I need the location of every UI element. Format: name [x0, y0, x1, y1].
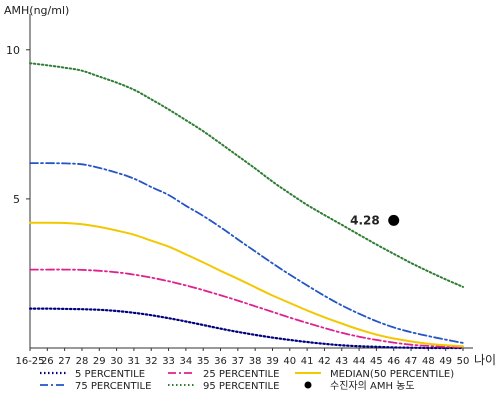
x-tick-label: 33 — [162, 356, 175, 367]
legend-label: 5 PERCENTILE — [75, 369, 145, 380]
x-tick-label: 38 — [249, 356, 262, 367]
x-axis-label: 나이 — [474, 353, 496, 367]
x-tick-label: 34 — [180, 356, 193, 367]
x-tick-label: 28 — [76, 356, 89, 367]
x-tick-label: 43 — [335, 356, 348, 367]
x-tick-label: 36 — [214, 356, 227, 367]
x-tick-label: 49 — [439, 356, 452, 367]
y-axis-label: AMH(ng/ml) — [4, 4, 69, 17]
series-line-5 — [29, 62, 464, 288]
x-tick-label: 30 — [110, 356, 123, 367]
x-tick-label: 41 — [301, 356, 314, 367]
series-line-1 — [28, 307, 465, 350]
y-tick-label: 5 — [13, 193, 20, 206]
series-line-4 — [29, 162, 464, 344]
x-tick-label: 50 — [457, 356, 470, 367]
legend-label: 95 PERCENTILE — [203, 381, 279, 392]
legend-swatch — [304, 381, 312, 389]
series-line-3 — [29, 221, 464, 348]
marker-group: 4.28 — [350, 213, 400, 227]
series-group — [28, 62, 465, 350]
x-tick-label: 35 — [197, 356, 210, 367]
series-line-2 — [29, 268, 464, 348]
y-tick-label: 10 — [6, 44, 20, 57]
x-tick-label: 39 — [266, 356, 279, 367]
legend-label: 75 PERCENTILE — [75, 381, 151, 392]
x-tick-label: 47 — [405, 356, 418, 367]
x-tick-label: 46 — [387, 356, 400, 367]
x-tick-label: 40 — [283, 356, 296, 367]
legend-label: 25 PERCENTILE — [203, 369, 279, 380]
x-tick-label: 29 — [93, 356, 106, 367]
x-tick-label: 44 — [353, 356, 366, 367]
legend-label: 수진자의 AMH 농도 — [330, 380, 415, 392]
x-tick-label: 16-25 — [15, 356, 44, 367]
x-tick-label: 26 — [41, 356, 54, 367]
x-tick-label: 42 — [318, 356, 331, 367]
x-tick-label: 45 — [370, 356, 383, 367]
x-tick-label: 48 — [422, 356, 435, 367]
x-tick-label: 32 — [145, 356, 158, 367]
marker-point — [388, 214, 400, 226]
x-tick-label: 31 — [128, 356, 141, 367]
marker-value-label: 4.28 — [350, 213, 380, 227]
x-tick-label: 37 — [231, 356, 244, 367]
legend-label: MEDIAN(50 PERCENTILE) — [330, 369, 454, 380]
x-tick-label: 27 — [58, 356, 71, 367]
